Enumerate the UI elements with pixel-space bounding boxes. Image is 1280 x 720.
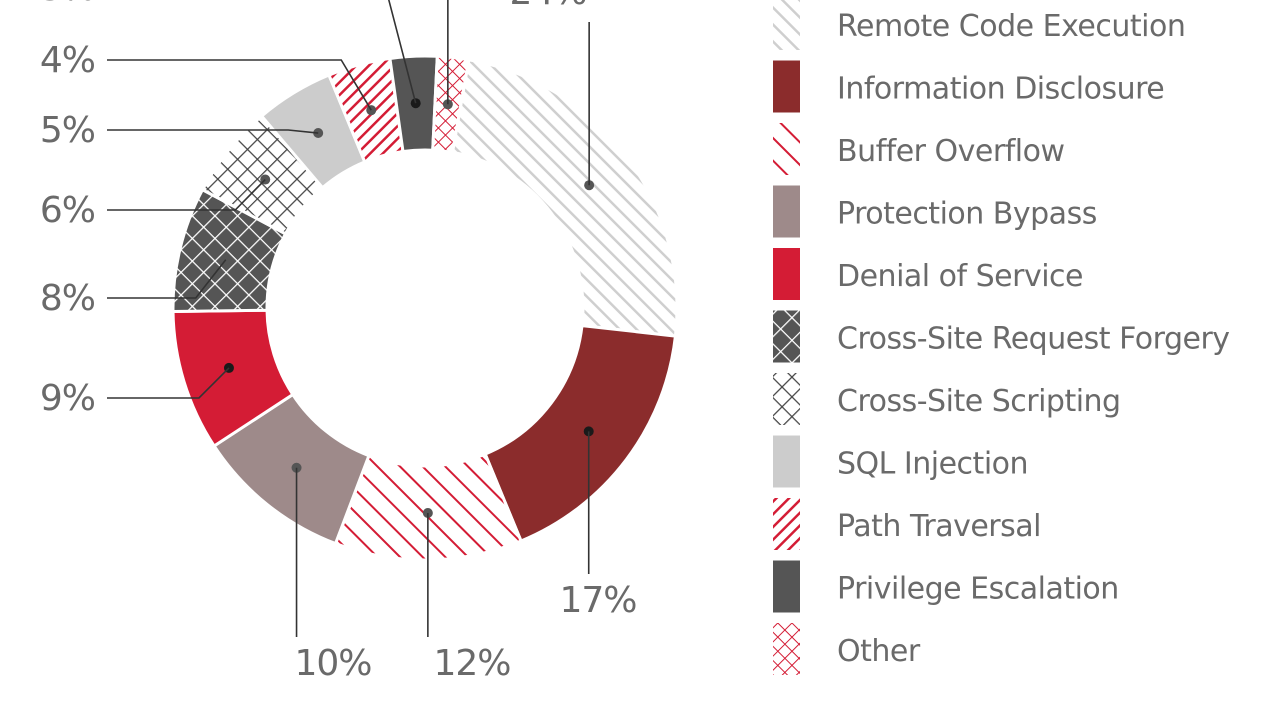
value-label-denial-of-service: 9% — [40, 378, 95, 419]
legend-label-information-disclosure: Information Disclosure — [837, 72, 1164, 107]
slice-information-disclosure — [483, 323, 678, 543]
value-label-sql-injection: 5% — [40, 110, 95, 151]
legend-item-path-traversal: Path Traversal — [773, 498, 1041, 550]
legend-swatch-privilege-escalation — [773, 560, 800, 613]
value-label-remote-code-execution: 24% — [509, 0, 586, 13]
legend-swatch-protection-bypass — [773, 185, 800, 238]
leader-sql-injection — [107, 129, 319, 134]
legend-swatch-cross-site-scripting — [773, 373, 800, 425]
legend-label-buffer-overflow: Buffer Overflow — [837, 134, 1065, 169]
legend-item-privilege-escalation: Privilege Escalation — [773, 560, 1119, 613]
legend-label-other: Other — [837, 634, 921, 669]
donut-slices — [171, 54, 679, 562]
legend-swatch-sql-injection — [773, 435, 800, 488]
legend-label-protection-bypass: Protection Bypass — [837, 197, 1097, 232]
legend-item-buffer-overflow: Buffer Overflow — [773, 123, 1065, 175]
legend-item-sql-injection: SQL Injection — [773, 435, 1029, 488]
legend-item-cross-site-scripting: Cross-Site Scripting — [773, 373, 1121, 425]
legend-label-cross-site-scripting: Cross-Site Scripting — [837, 384, 1121, 419]
value-label-cross-site-scripting: 6% — [40, 190, 95, 231]
legend-label-path-traversal: Path Traversal — [837, 509, 1041, 544]
legend-swatch-denial-of-service — [773, 248, 800, 300]
leader-cross-site-request-forgery — [107, 259, 227, 299]
legend-label-privilege-escalation: Privilege Escalation — [837, 572, 1119, 607]
legend-label-sql-injection: SQL Injection — [837, 447, 1028, 482]
value-label-path-traversal: 4% — [40, 40, 95, 81]
legend-label-remote-code-execution: Remote Code Execution — [837, 9, 1185, 44]
leader-denial-of-service — [107, 367, 230, 399]
legend-swatch-information-disclosure — [773, 60, 800, 113]
value-label-information-disclosure: 17% — [559, 580, 636, 621]
value-label-buffer-overflow: 12% — [433, 643, 510, 684]
legend-item-remote-code-execution: Remote Code Execution — [773, 0, 1186, 50]
slice-remote-code-execution — [450, 58, 679, 338]
value-label-protection-bypass: 10% — [294, 643, 371, 684]
legend-swatch-buffer-overflow — [773, 123, 800, 175]
legend-item-information-disclosure: Information Disclosure — [773, 60, 1165, 113]
value-label-cross-site-request-forgery: 8% — [40, 278, 95, 319]
legend-swatch-cross-site-request-forgery — [773, 310, 800, 363]
legend-item-denial-of-service: Denial of Service — [773, 248, 1084, 300]
legend: Remote Code Execution Information Disclos… — [773, 0, 1230, 675]
legend-item-protection-bypass: Protection Bypass — [773, 185, 1097, 238]
value-label-privilege-escalation: 3% — [40, 0, 95, 9]
legend-label-cross-site-request-forgery: Cross-Site Request Forgery — [837, 322, 1230, 357]
legend-label-denial-of-service: Denial of Service — [837, 259, 1083, 294]
leader-lines — [107, 0, 595, 637]
leader-path-traversal — [107, 59, 372, 111]
value-labels: 24% 17% 12% 10% 9% 8% 6% 5% 4% 3% — [40, 0, 638, 684]
legend-swatch-other — [773, 623, 800, 675]
legend-item-cross-site-request-forgery: Cross-Site Request Forgery — [773, 310, 1230, 363]
leader-cross-site-scripting — [107, 178, 266, 211]
legend-item-other: Other — [773, 623, 921, 675]
leader-privilege-escalation — [387, 0, 417, 104]
legend-swatch-remote-code-execution — [773, 0, 800, 50]
legend-swatch-path-traversal — [773, 498, 800, 550]
